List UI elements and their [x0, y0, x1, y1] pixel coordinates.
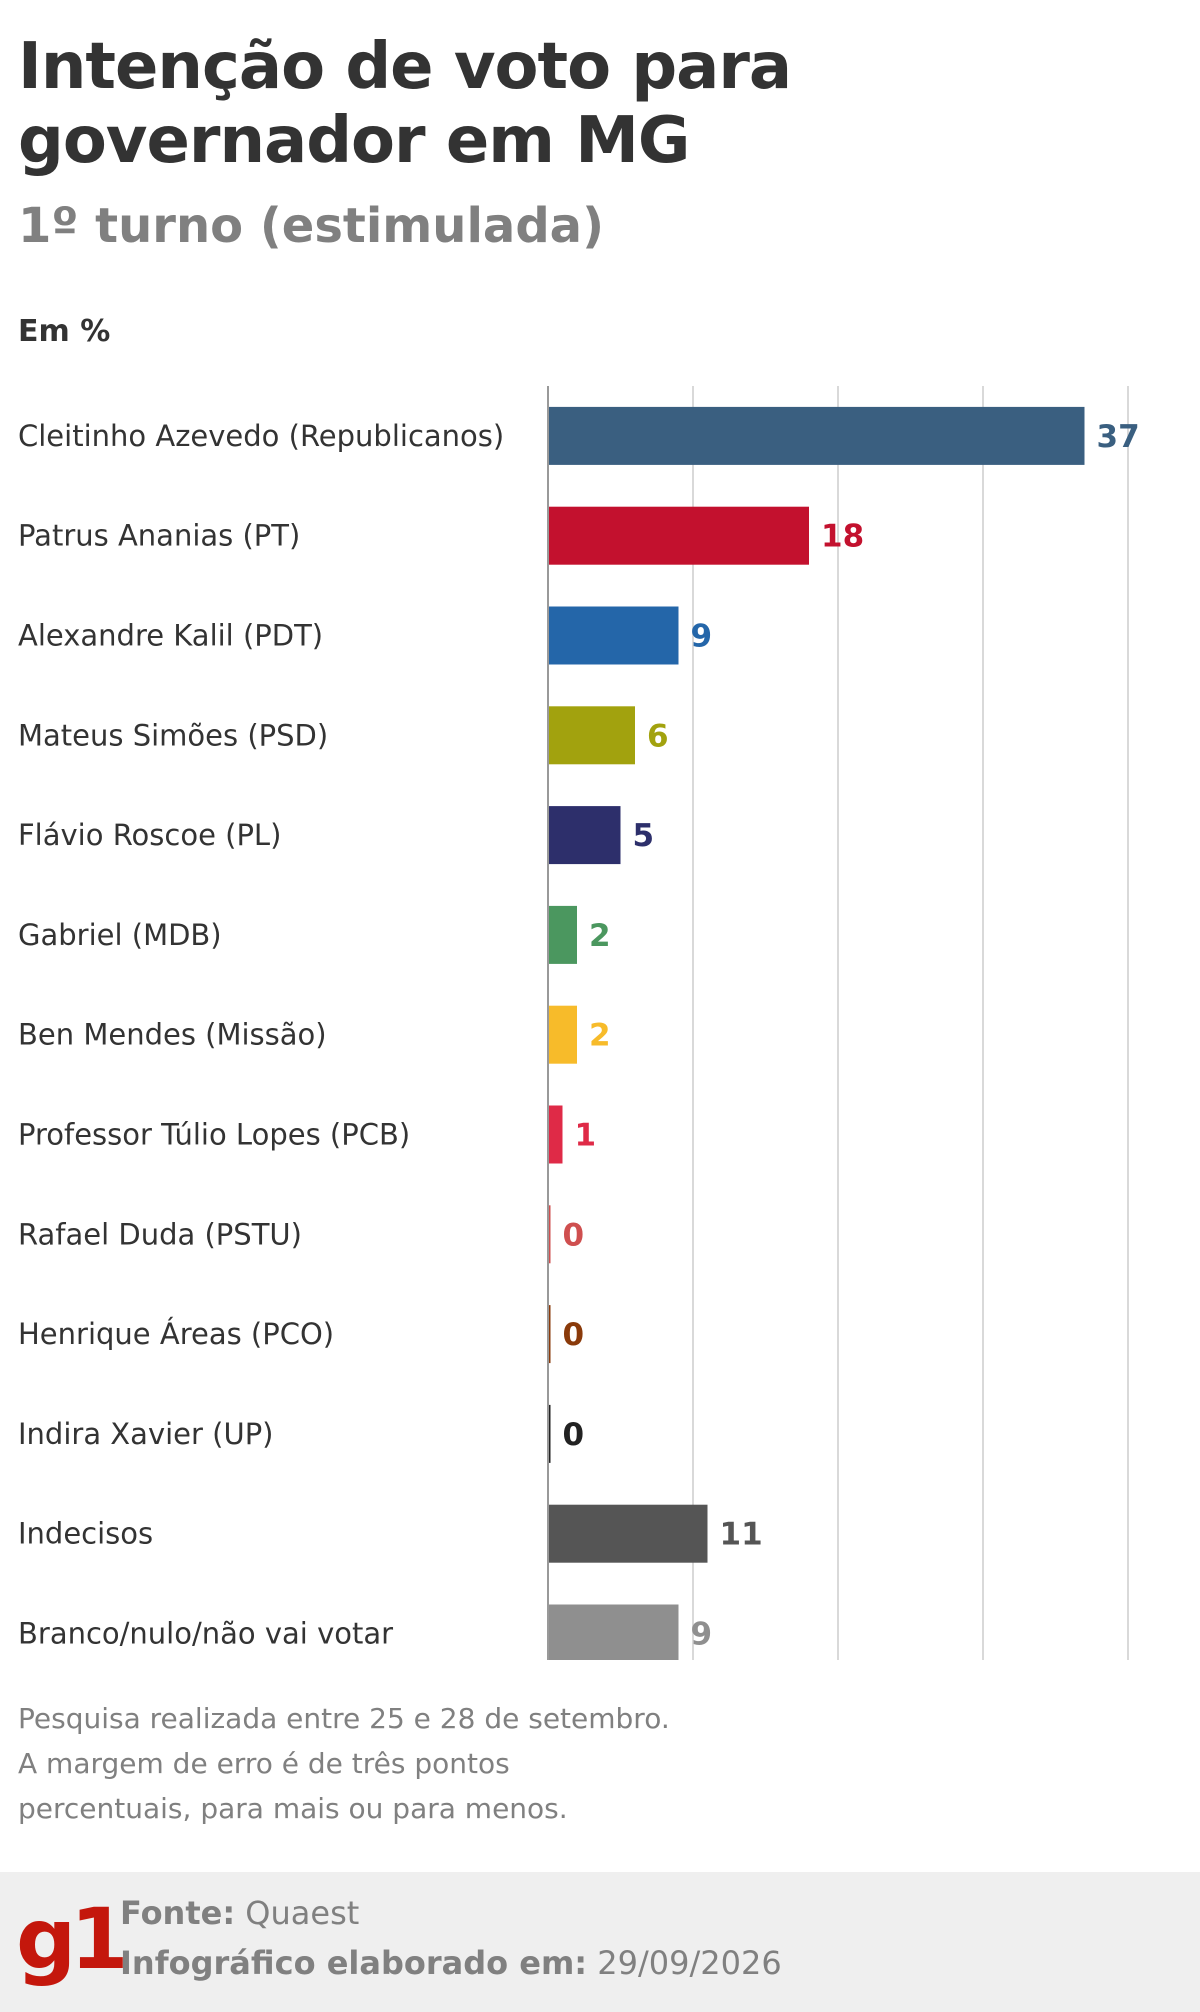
source-line: Fonte: Quaest — [120, 1892, 359, 1934]
date-line: Infográfico elaborado em: 29/09/2026 — [120, 1942, 782, 1984]
category-label: Flávio Roscoe (PL) — [18, 818, 281, 852]
bar — [548, 1205, 551, 1264]
footer: g1 Fonte: Quaest Infográfico elaborado e… — [0, 1872, 1200, 2012]
value-label: 2 — [589, 918, 611, 954]
survey-notes: Pesquisa realizada entre 25 e 28 de sete… — [18, 1696, 718, 1831]
bar — [548, 1005, 577, 1064]
bar — [548, 1504, 708, 1563]
bar — [548, 1305, 551, 1364]
bar — [548, 606, 679, 665]
bar — [548, 905, 577, 964]
bar-chart: Cleitinho Azevedo (Republicanos) 37 Patrus… — [18, 386, 1140, 1660]
category-label: Patrus Ananias (PT) — [18, 519, 300, 553]
value-label: 37 — [1097, 419, 1140, 455]
chart-subtitle: 1º turno (estimulada) — [18, 198, 605, 254]
category-label: Henrique Áreas (PCO) — [18, 1317, 334, 1351]
value-label: 2 — [589, 1018, 611, 1054]
value-label: 9 — [691, 1617, 713, 1653]
category-label: Branco/nulo/não vai votar — [18, 1617, 393, 1651]
note-line: A margem de erro é de três pontos — [18, 1747, 510, 1780]
chart-title: Intenção de voto para governador em MG — [18, 30, 792, 178]
bar — [548, 706, 635, 765]
note-line: percentuais, para mais ou para menos. — [18, 1792, 568, 1825]
bar — [548, 806, 621, 865]
value-label: 0 — [563, 1217, 585, 1253]
unit-label: Em % — [18, 314, 111, 349]
source-label: Fonte: — [120, 1894, 236, 1932]
category-label: Rafael Duda (PSTU) — [18, 1217, 302, 1251]
value-label: 0 — [563, 1417, 585, 1453]
category-label: Ben Mendes (Missão) — [18, 1018, 327, 1052]
category-label: Indira Xavier (UP) — [18, 1417, 274, 1451]
source-value: Quaest — [245, 1894, 360, 1932]
bar — [548, 1404, 551, 1463]
bar — [548, 1604, 679, 1660]
category-label: Gabriel (MDB) — [18, 918, 222, 952]
category-label: Alexandre Kalil (PDT) — [18, 619, 323, 653]
date-value: 29/09/2026 — [597, 1944, 782, 1982]
category-label: Indecisos — [18, 1517, 153, 1551]
value-label: 5 — [633, 818, 655, 854]
value-label: 6 — [647, 718, 669, 754]
note-line: Pesquisa realizada entre 25 e 28 de sete… — [18, 1702, 670, 1735]
category-label: Professor Túlio Lopes (PCB) — [18, 1118, 410, 1152]
value-label: 11 — [720, 1517, 763, 1553]
bar — [548, 1105, 563, 1164]
category-label: Cleitinho Azevedo (Republicanos) — [18, 419, 504, 453]
date-label: Infográfico elaborado em: — [120, 1944, 588, 1982]
value-label: 1 — [575, 1118, 597, 1154]
value-label: 9 — [691, 619, 713, 655]
g1-logo: g1 — [16, 1890, 129, 1988]
value-label: 18 — [821, 519, 864, 555]
category-label: Mateus Simões (PSD) — [18, 718, 328, 752]
bar — [548, 406, 1085, 465]
bar — [548, 506, 809, 565]
value-label: 0 — [563, 1317, 585, 1353]
